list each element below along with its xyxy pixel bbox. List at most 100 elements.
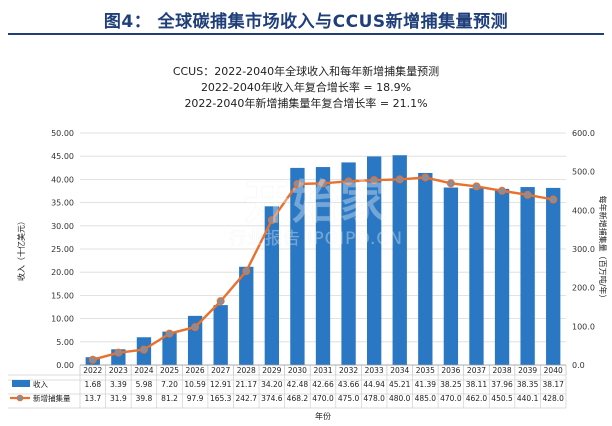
y-tick-label: 0.00 <box>56 361 74 370</box>
y-right-tick-label: 600.0 <box>572 129 595 138</box>
figure-header: 图4： 全球碳捕集市场收入与CCUS新增捕集量预测 <box>0 0 612 38</box>
table-cell-revenue: 45.21 <box>389 380 411 389</box>
bar-revenue <box>443 187 459 365</box>
point-new-capture <box>242 267 251 276</box>
table-cell-new-capture: 470.0 <box>312 394 334 403</box>
y-right-tick-label: 200.0 <box>572 284 595 293</box>
y-tick-label: 20.00 <box>51 268 74 277</box>
bar-revenue <box>469 188 484 365</box>
y-tick-label: 45.00 <box>51 152 74 161</box>
bar-revenue <box>264 206 280 365</box>
axes: 0.00 5.00 10.00 15.00 20.00 25.00 30.00 35.00 40… <box>16 129 608 370</box>
table-cell-new-capture: 31.9 <box>110 394 127 403</box>
table-cell-revenue: 1.68 <box>84 380 101 389</box>
table-cell-revenue: 37.96 <box>491 380 513 389</box>
table-cell-new-capture: 374.6 <box>261 394 283 403</box>
legend-label-revenue: 收入 <box>33 379 48 389</box>
table-cell-new-capture: 428.0 <box>542 394 564 403</box>
capture-line <box>88 173 558 364</box>
y-tick-label: 40.00 <box>51 175 74 184</box>
table-cell-revenue: 41.39 <box>415 380 437 389</box>
bar-revenue <box>520 187 535 365</box>
table-cell-new-capture: 470.0 <box>440 394 462 403</box>
y-tick-label: 30.00 <box>51 222 74 231</box>
table-cell-revenue: 3.39 <box>110 380 127 389</box>
bar-revenue <box>290 167 305 365</box>
table-cell-new-capture: 475.0 <box>338 394 360 403</box>
table-cell-revenue: 38.25 <box>440 380 462 389</box>
point-new-capture <box>370 176 379 185</box>
table-cell-revenue: 38.35 <box>517 380 539 389</box>
x-tick-label: 2025 <box>160 366 179 375</box>
bar-revenue <box>366 156 382 365</box>
table-cell-new-capture: 440.1 <box>517 394 539 403</box>
point-new-capture <box>139 345 148 354</box>
y-right-tick-label: 300.0 <box>572 245 595 254</box>
x-tick-label: 2022 <box>83 366 102 375</box>
point-new-capture <box>319 179 328 188</box>
point-new-capture <box>293 179 302 188</box>
x-tick-label: 2038 <box>493 366 512 375</box>
y-tick-label: 50.00 <box>51 129 74 138</box>
bar-revenue <box>162 331 177 365</box>
x-tick-label: 2029 <box>262 366 281 375</box>
bar-revenue <box>315 167 331 365</box>
bar-revenue <box>213 305 228 365</box>
x-tick-label: 2024 <box>134 366 153 375</box>
table-cell-revenue: 7.20 <box>161 380 178 389</box>
table-cell-new-capture: 97.9 <box>187 394 204 403</box>
y-tick-label: 25.00 <box>51 245 74 254</box>
x-tick-label: 2036 <box>441 366 460 375</box>
bar-revenue <box>392 155 407 365</box>
table-cell-revenue: 5.98 <box>136 380 153 389</box>
y-right-tick-label: 0.0 <box>572 361 585 370</box>
y-tick-label: 15.00 <box>51 291 74 300</box>
point-new-capture <box>472 182 481 191</box>
x-tick-label: 2026 <box>186 366 205 375</box>
data-table: 2022 2023 2024 2025 2026 2027 2028 2029 2030 2031… <box>8 366 567 421</box>
table-cell-revenue: 42.66 <box>312 380 334 389</box>
point-new-capture <box>114 348 123 357</box>
table-cell-new-capture: 478.0 <box>363 394 385 403</box>
x-tick-label: 2034 <box>390 366 409 375</box>
point-new-capture <box>88 355 97 364</box>
point-new-capture <box>446 179 455 188</box>
bar-revenue <box>239 266 254 365</box>
chart-title: CCUS：2022-2040年全球收入和每年新增捕集量预测 <box>172 65 440 78</box>
chart-subtitle-revenue-cagr: 2022-2040年收入年复合增长率 = 18.9% <box>200 81 412 94</box>
table-cell-revenue: 38.17 <box>542 380 564 389</box>
x-tick-label: 2037 <box>467 366 486 375</box>
legend-swatch-marker <box>16 394 24 402</box>
table-cell-revenue: 43.66 <box>338 380 360 389</box>
x-tick-label: 2031 <box>313 366 332 375</box>
x-axis-title: 年份 <box>315 411 331 421</box>
legend-swatch-revenue <box>12 380 30 387</box>
point-new-capture <box>344 177 353 186</box>
point-new-capture <box>498 186 507 195</box>
chart-title-block: CCUS：2022-2040年全球收入和每年新增捕集量预测 2022-2040年… <box>0 64 612 112</box>
table-cell-revenue: 10.59 <box>184 380 206 389</box>
point-new-capture <box>421 173 430 182</box>
table-cell-revenue: 21.17 <box>236 380 258 389</box>
table-cell-new-capture: 81.2 <box>161 394 178 403</box>
x-tick-label: 2035 <box>416 366 435 375</box>
table-cell-revenue: 38.11 <box>466 380 488 389</box>
y-tick-label: 5.00 <box>56 338 74 347</box>
x-tick-label: 2032 <box>339 366 358 375</box>
point-new-capture <box>523 190 532 199</box>
x-tick-label: 2040 <box>544 366 563 375</box>
y-tick-label: 35.00 <box>51 199 74 208</box>
table-cell-new-capture: 165.3 <box>210 394 232 403</box>
table-cell-new-capture: 468.2 <box>287 394 309 403</box>
header-divider <box>8 33 604 35</box>
point-new-capture <box>216 297 225 306</box>
x-tick-label: 2023 <box>109 366 128 375</box>
point-new-capture <box>395 175 404 184</box>
y-right-tick-label: 500.0 <box>572 168 595 177</box>
legend-label-new-capture: 新增捕集量 <box>33 393 71 403</box>
x-tick-label: 2030 <box>288 366 307 375</box>
point-new-capture <box>549 195 558 204</box>
bar-revenue <box>418 172 433 365</box>
table-cell-new-capture: 450.5 <box>491 394 513 403</box>
